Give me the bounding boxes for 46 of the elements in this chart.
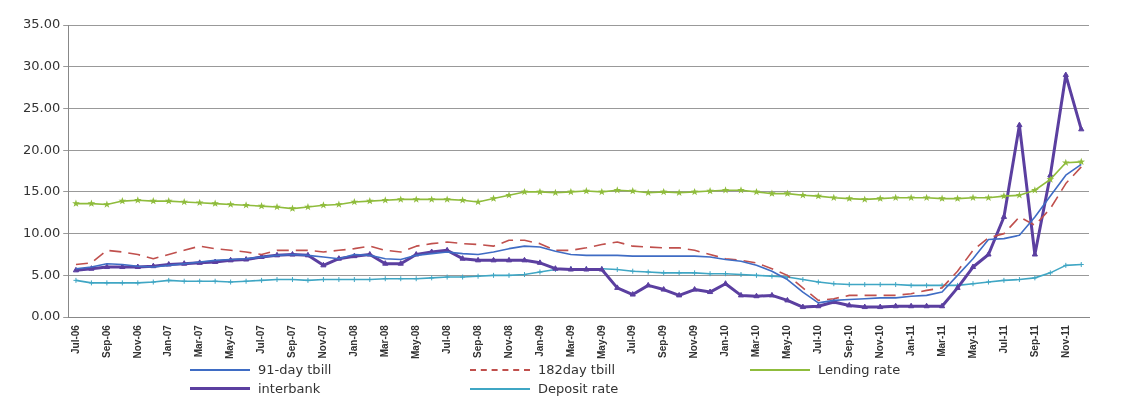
legend-label: Deposit rate (538, 381, 619, 396)
x-tick-label: Nov-09 (688, 324, 700, 359)
x-tick-label: May-10 (781, 324, 793, 359)
x-tick-label: Nov-10 (873, 324, 885, 359)
x-tick-label: May-07 (224, 324, 236, 359)
y-tick-label: 30.00 (23, 58, 61, 74)
x-tick-label: Jan-08 (348, 324, 360, 357)
x-tick-label: Jul-06 (69, 324, 81, 354)
x-tick-label: May-11 (966, 324, 978, 359)
x-tick-label: Nov-06 (131, 324, 143, 359)
x-tick-label: Mar-10 (750, 324, 762, 358)
x-tick-label: Mar-11 (935, 324, 947, 357)
x-tick-label: Nov-08 (502, 324, 514, 359)
x-tick-label: Mar-09 (564, 324, 576, 358)
legend-label: 91-day tbill (258, 362, 332, 377)
x-tick-label: Sep-11 (1028, 324, 1040, 358)
y-tick-label: 25.00 (23, 99, 61, 115)
x-tick-label: Sep-08 (471, 324, 483, 358)
x-tick-label: Nov-07 (317, 324, 329, 359)
y-tick-label: 35.00 (23, 16, 61, 32)
x-tick-label: Mar-07 (193, 324, 205, 358)
x-tick-label: Jan-10 (719, 324, 731, 357)
y-tick-label: 5.00 (31, 266, 61, 282)
x-tick-label: Sep-10 (843, 324, 855, 358)
x-tick-label: May-08 (409, 324, 421, 359)
x-tick-label: Jan-09 (533, 324, 545, 357)
x-tick-label: Jul-10 (812, 324, 824, 354)
y-tick-label: 20.00 (23, 141, 61, 157)
x-tick-label: Sep-07 (286, 324, 298, 358)
x-tick-label: Jul-07 (255, 324, 267, 354)
x-tick-label: Jul-09 (626, 324, 638, 354)
legend-label: Lending rate (818, 362, 901, 377)
x-tick-label: Jul-11 (997, 324, 1009, 354)
x-tick-label: May-09 (595, 324, 607, 359)
y-tick-label: 10.00 (23, 225, 61, 241)
x-tick-label: Jan-11 (904, 324, 916, 357)
y-tick-label: 0.00 (31, 308, 61, 324)
x-tick-label: Jul-08 (440, 324, 452, 354)
legend-label: 182day tbill (538, 362, 616, 377)
x-tick-label: Jan-07 (162, 324, 174, 357)
x-tick-label: Sep-09 (657, 324, 669, 358)
x-tick-label: Nov-11 (1059, 324, 1071, 358)
x-tick-label: Mar-08 (379, 324, 391, 358)
legend-label: interbank (258, 381, 321, 396)
y-tick-label: 15.00 (23, 183, 61, 199)
x-tick-label: Sep-06 (100, 324, 112, 358)
